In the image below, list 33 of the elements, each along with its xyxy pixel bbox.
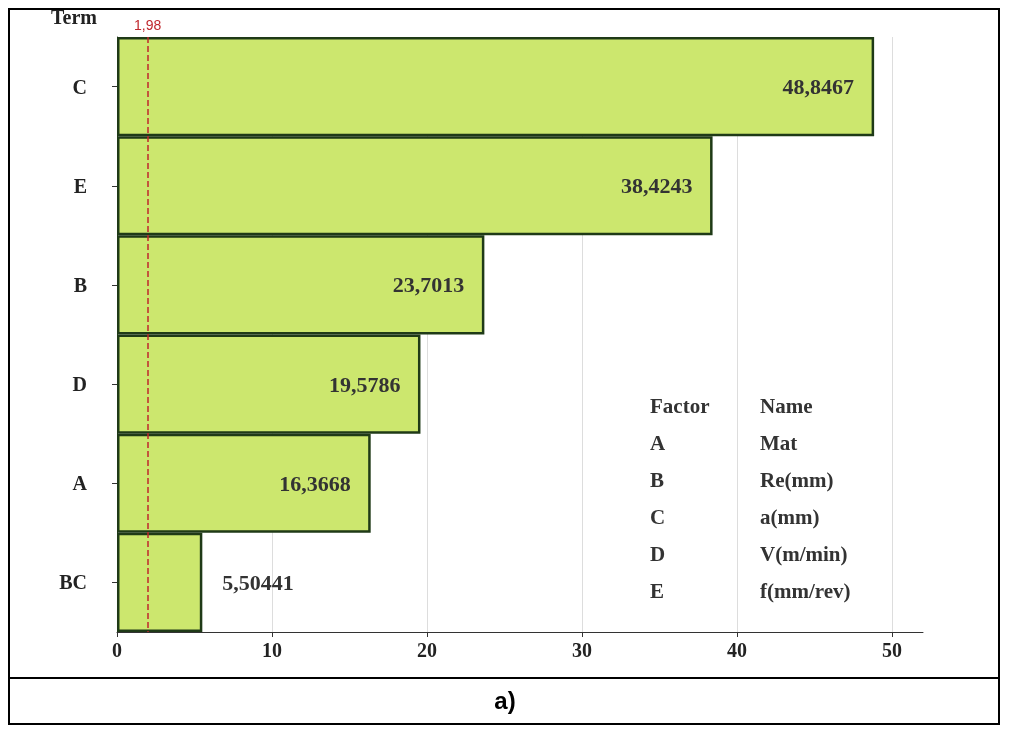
x-tick-label: 0 xyxy=(112,639,122,661)
ref-line-label: 1,98 xyxy=(134,17,162,33)
data-label: 38,4243 xyxy=(621,173,693,199)
annotation: E xyxy=(650,578,665,603)
x-tick-label: 30 xyxy=(572,639,592,661)
y-tick-label: D xyxy=(72,373,87,396)
y-tick-label: A xyxy=(72,472,88,495)
text: a) xyxy=(494,686,516,714)
y-tick-label: BC xyxy=(59,571,87,594)
annotation: Re(mm) xyxy=(760,467,834,492)
x-tick-label: 10 xyxy=(262,639,282,661)
annotation: A xyxy=(650,430,666,455)
annotation: C xyxy=(650,504,666,529)
annotation: V(m/min) xyxy=(760,541,848,566)
annotation: a(mm) xyxy=(760,504,820,529)
y-tick-label: E xyxy=(73,174,87,197)
data-label: 19,5786 xyxy=(328,371,401,397)
data-label: 16,3668 xyxy=(279,470,351,496)
data-label: 5,50441 xyxy=(222,569,294,595)
annotation: Factor xyxy=(650,393,710,418)
y-tick-label: B xyxy=(73,273,87,296)
x-tick-label: 40 xyxy=(727,639,747,661)
annotation: Mat xyxy=(760,430,798,455)
annotation: f(mm/rev) xyxy=(760,578,851,603)
annotation: B xyxy=(650,467,665,492)
x-tick-label: 50 xyxy=(882,639,902,661)
data-label: 23,7013 xyxy=(392,272,465,298)
x-tick-label: 20 xyxy=(417,639,437,661)
data-label: 48,8467 xyxy=(782,74,855,100)
y-tick-label: C xyxy=(72,75,87,98)
annotation: Name xyxy=(760,393,813,418)
annotation: D xyxy=(650,541,666,566)
y-axis-title: Term xyxy=(51,6,98,28)
